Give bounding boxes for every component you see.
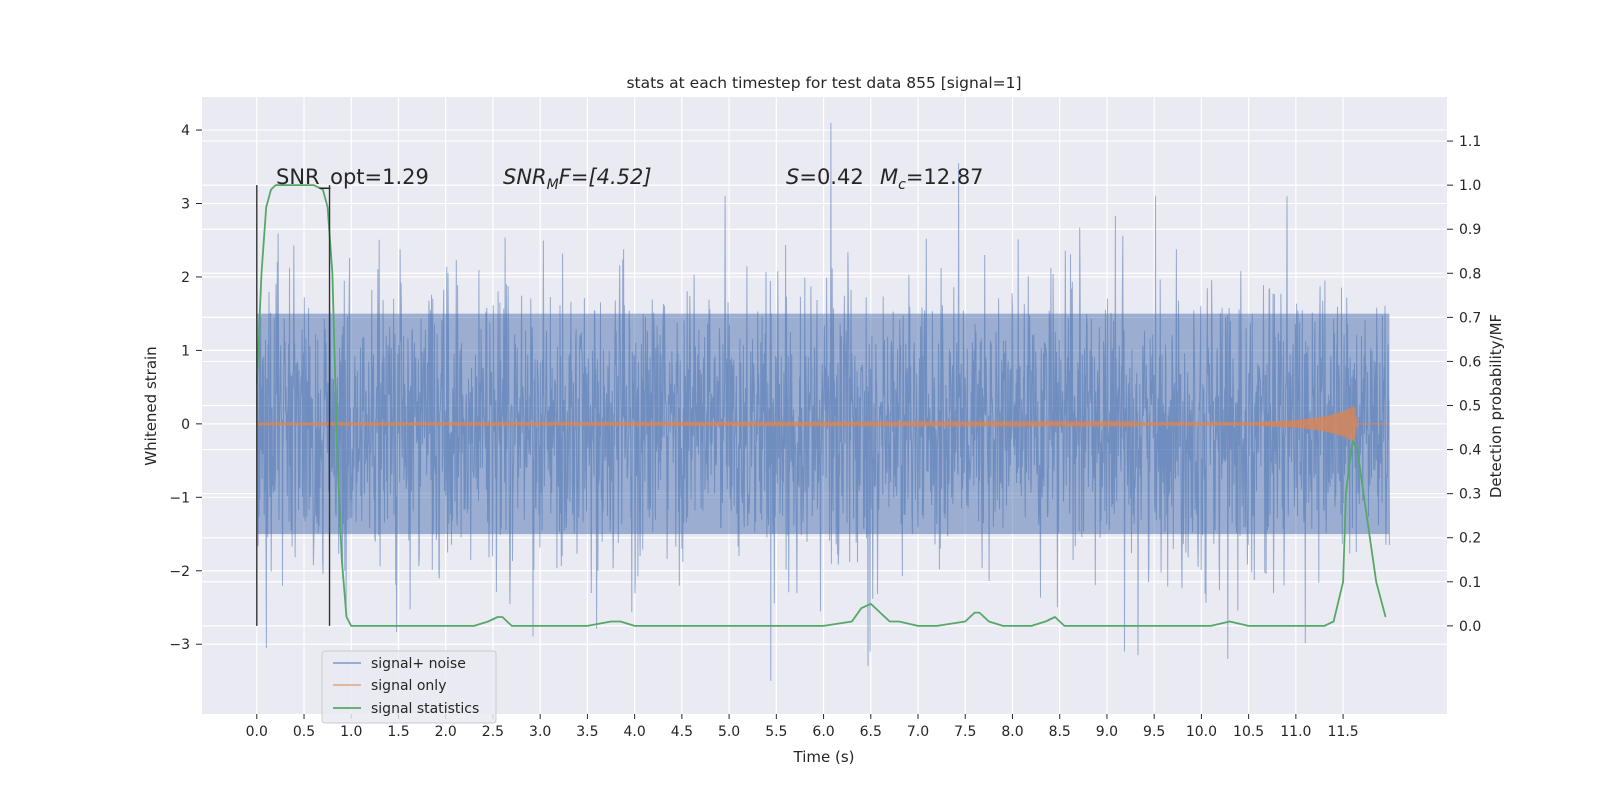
x-tick-label: 10.5: [1233, 724, 1264, 740]
y-tick-label-right: 0.2: [1459, 531, 1481, 547]
s-value: =0.42: [799, 165, 863, 189]
x-tick-label: 9.5: [1143, 724, 1165, 740]
right-y-axis-ticks: 0.0 0.1 0.2 0.3 0.4 0.5 0.6 0.7 0.8 0.9 1.0 1.1: [1447, 134, 1481, 635]
mc-value: =12.87: [906, 165, 984, 189]
signal-statistics-series: [255, 184, 1387, 627]
y-tick-label-left: 3: [181, 197, 190, 213]
x-tick-label: 7.5: [954, 724, 976, 740]
signal-only-series: [256, 406, 1390, 443]
x-tick-label: 3.5: [576, 724, 598, 740]
snr-mf-rest: F=[4.52]: [559, 165, 652, 189]
y-tick-label-right: 1.0: [1459, 178, 1481, 194]
x-axis-ticks: 0.0 0.5 1.0 1.5 2.0 2.5 3.0 3.5 4.0 4.5 5.0 5.5 6.0 6…: [246, 714, 1359, 740]
x-axis-label: Time (s): [793, 748, 855, 766]
x-tick-label: 4.5: [671, 724, 693, 740]
left-y-axis-ticks: −3 −2 −1 0 1 2 3 4: [169, 123, 202, 653]
x-tick-label: 1.5: [387, 724, 409, 740]
x-tick-label: 7.0: [907, 724, 929, 740]
y-tick-label-right: 0.9: [1459, 222, 1481, 238]
s-name: S: [786, 165, 799, 189]
y-tick-label-right: 0.8: [1459, 266, 1481, 282]
signal-only-trace: [256, 406, 1390, 443]
mc-name: M: [880, 165, 898, 189]
x-tick-label: 11.0: [1280, 724, 1311, 740]
x-tick-label: 0.5: [293, 724, 315, 740]
y-tick-label-right: 0.4: [1459, 443, 1481, 459]
y-tick-label-left: 2: [181, 270, 190, 286]
x-tick-label: 8.5: [1049, 724, 1071, 740]
y-tick-label-right: 0.0: [1459, 619, 1481, 635]
annotation-snr-opt: SNR_opt=1.29: [276, 165, 429, 190]
x-tick-label: 5.5: [765, 724, 787, 740]
legend-box: [321, 650, 497, 724]
legend-label-signal-only: signal only: [371, 678, 446, 694]
x-tick-label: 6.5: [860, 724, 882, 740]
legend-label-statistics: signal statistics: [371, 701, 479, 717]
x-tick-label: 4.0: [623, 724, 645, 740]
y-axis-label-left: Whitened strain: [142, 346, 160, 465]
mc-sub: c: [898, 177, 906, 193]
y-tick-label-left: −3: [169, 637, 190, 653]
y-tick-label-right: 1.1: [1459, 134, 1481, 150]
annotation-snr-mf: SNRMF=[4.52]: [503, 165, 652, 193]
noise-trace: [256, 122, 1390, 681]
y-tick-label-right: 0.3: [1459, 487, 1481, 503]
chart-title: stats at each timestep for test data 855…: [626, 74, 1021, 92]
x-tick-label: 9.0: [1096, 724, 1118, 740]
y-tick-label-right: 0.7: [1459, 310, 1481, 326]
annotation-mc: Mc=12.87: [880, 165, 984, 193]
x-tick-label: 6.0: [812, 724, 834, 740]
x-tick-label: 10.0: [1186, 724, 1217, 740]
legend-label-signal-noise: signal+ noise: [371, 656, 466, 672]
y-tick-label-left: −1: [169, 490, 190, 506]
x-tick-label: 2.5: [482, 724, 504, 740]
marker-lines: [256, 185, 331, 626]
snr-mf-sub: M: [547, 177, 559, 193]
x-tick-label: 0.0: [246, 724, 268, 740]
x-tick-label: 8.0: [1001, 724, 1023, 740]
y-tick-label-left: 1: [181, 343, 190, 359]
x-tick-label: 11.5: [1328, 724, 1359, 740]
x-tick-label: 5.0: [718, 724, 740, 740]
x-tick-label: 1.0: [340, 724, 362, 740]
legend: signal+ noise signal only signal statist…: [321, 650, 497, 724]
statistics-trace: [255, 184, 1387, 627]
y-tick-label-left: 4: [181, 123, 190, 139]
y-axis-label-right: Detection probability/MF: [1487, 314, 1505, 498]
y-tick-label-left: 0: [181, 417, 190, 433]
x-tick-label: 3.0: [529, 724, 551, 740]
snr-mf-name: SNR: [503, 165, 547, 189]
y-tick-label-left: −2: [169, 564, 190, 580]
y-tick-label-right: 0.1: [1459, 575, 1481, 591]
y-tick-label-right: 0.5: [1459, 399, 1481, 415]
x-tick-label: 2.0: [435, 724, 457, 740]
annotation-s: S=0.42: [786, 165, 864, 189]
y-tick-label-right: 0.6: [1459, 354, 1481, 370]
